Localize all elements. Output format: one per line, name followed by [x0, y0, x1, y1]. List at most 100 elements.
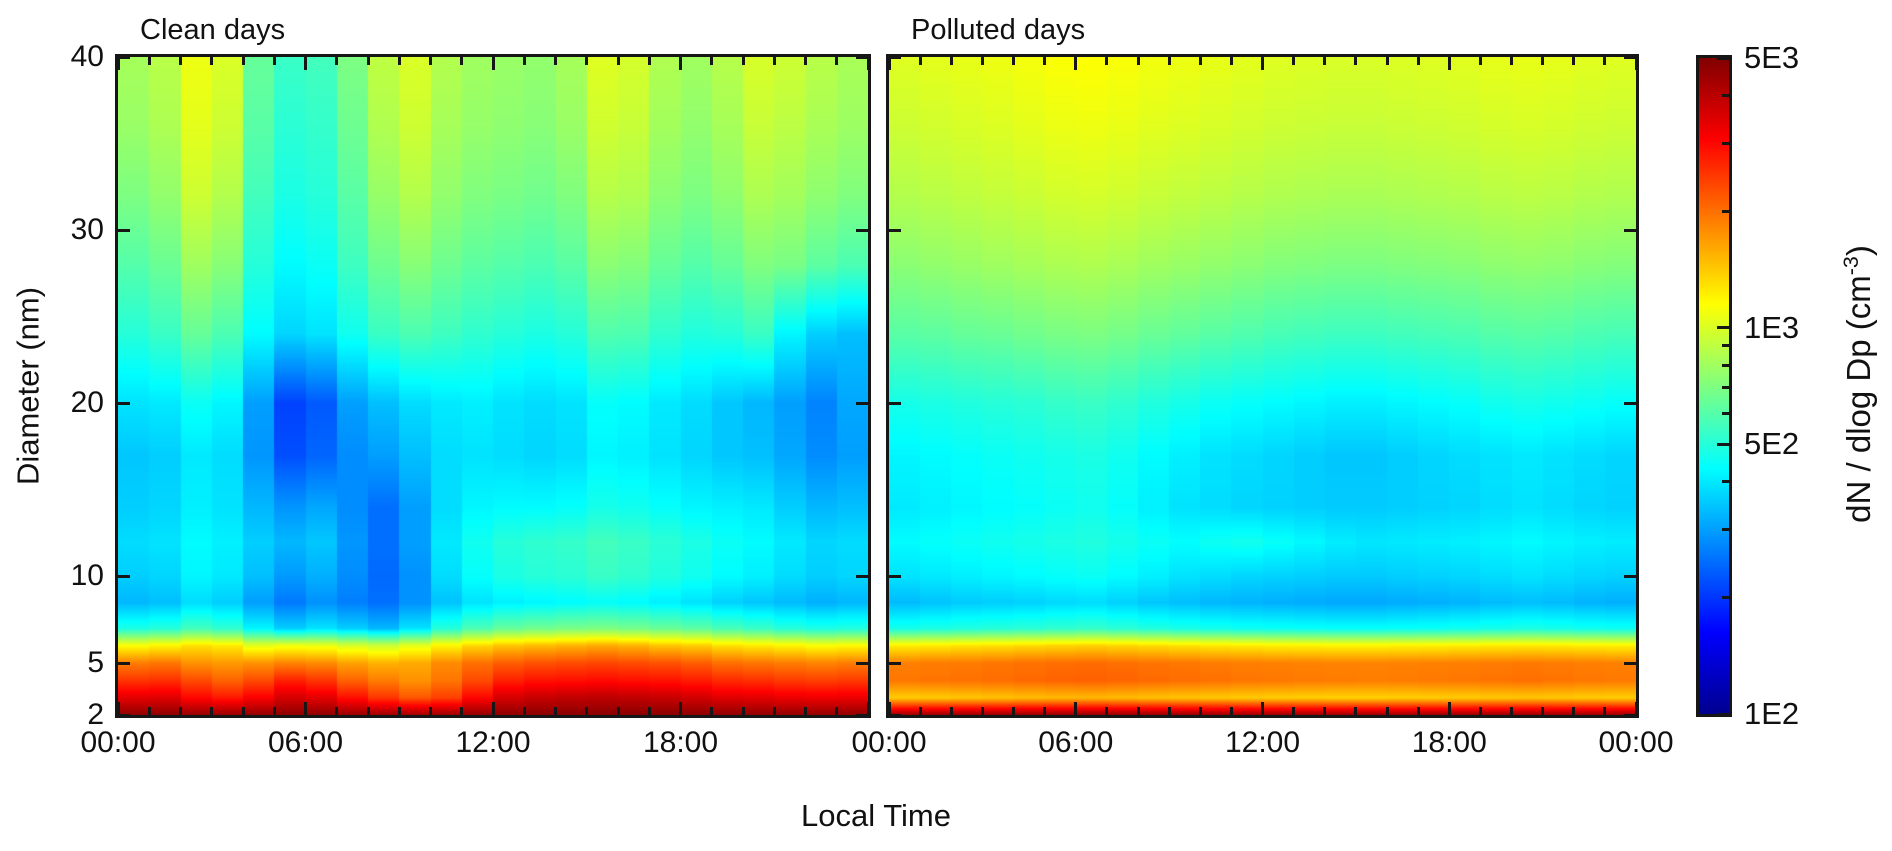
x-tick [1541, 707, 1545, 715]
x-tick [866, 702, 870, 715]
colorbar-minor-tick [1722, 210, 1729, 214]
colorbar-tick [1717, 442, 1729, 446]
colorbar-axis-label-exponent: -3 [1839, 256, 1863, 276]
x-tick [1198, 57, 1202, 65]
polluted-days-heatmap-canvas [889, 57, 1636, 715]
x-tick [1043, 57, 1047, 65]
y-tick [856, 55, 868, 59]
x-tick [1167, 707, 1171, 715]
colorbar-minor-tick [1722, 480, 1729, 484]
x-tick [1105, 57, 1109, 65]
colorbar-axis-label-text: dN / dlog Dp (cm [1840, 275, 1877, 523]
x-tick [1323, 57, 1327, 65]
x-tick [1012, 57, 1015, 65]
x-tick [1292, 57, 1296, 65]
x-tick [1416, 57, 1420, 65]
x-tick [647, 707, 651, 715]
x-tick [1354, 57, 1358, 65]
x-tick [1478, 707, 1482, 715]
x-tick [980, 57, 984, 65]
x-tick [1603, 707, 1607, 715]
x-tick [1292, 707, 1296, 715]
x-tick [1634, 57, 1638, 70]
x-tick [772, 707, 776, 715]
x-tick [210, 57, 214, 65]
y-tick [856, 713, 868, 717]
y-tick [889, 661, 901, 665]
x-tick [647, 57, 651, 65]
x-tick-label: 00:00 [80, 726, 156, 759]
x-tick [1167, 57, 1171, 65]
x-tick [1572, 57, 1576, 65]
colorbar-tick [1717, 326, 1729, 330]
clean-days-heatmap-canvas [118, 57, 868, 715]
x-tick [522, 707, 526, 715]
y-tick [1624, 574, 1636, 578]
y-tick [889, 55, 901, 59]
x-tick [804, 57, 807, 65]
x-tick [272, 707, 276, 715]
x-tick [835, 707, 839, 715]
x-tick [491, 57, 495, 70]
x-tick [179, 707, 182, 715]
panel-title-clean-days: Clean days [140, 14, 286, 46]
x-tick [272, 57, 276, 65]
x-tick [1385, 57, 1389, 65]
y-tick [118, 55, 130, 59]
x-tick [679, 57, 682, 70]
x-tick [918, 707, 922, 715]
x-tick [1229, 707, 1233, 715]
x-tick [179, 57, 182, 65]
x-tick [741, 707, 745, 715]
x-tick [1323, 707, 1327, 715]
x-tick [460, 57, 464, 65]
x-tick [866, 57, 870, 70]
y-tick [1624, 55, 1636, 59]
clean-days-panel [115, 54, 871, 718]
x-tick [585, 707, 589, 715]
x-tick [918, 57, 922, 65]
colorbar-minor-tick [1722, 93, 1729, 97]
y-tick [856, 401, 868, 405]
x-tick [147, 707, 151, 715]
y-tick [889, 401, 901, 405]
x-tick [1012, 707, 1015, 715]
x-tick [210, 707, 214, 715]
x-tick [1261, 57, 1264, 70]
x-tick [460, 707, 464, 715]
colorbar-tick-label: 1E2 [1744, 696, 1800, 731]
colorbar-tick [1717, 712, 1729, 716]
x-tick-label: 18:00 [1411, 726, 1487, 759]
y-tick [856, 574, 868, 578]
x-tick-label: 12:00 [1224, 726, 1301, 759]
y-tick [889, 713, 901, 717]
y-tick-label: 5 [87, 646, 104, 680]
polluted-days-panel [886, 54, 1639, 718]
y-tick [1624, 401, 1636, 405]
x-tick [1385, 707, 1389, 715]
colorbar-minor-tick [1722, 528, 1729, 532]
colorbar-tick-label: 1E3 [1744, 309, 1800, 345]
y-tick [856, 661, 868, 665]
x-tick [1105, 707, 1109, 715]
y-tick [118, 713, 130, 717]
x-tick-label: 00:00 [1598, 726, 1674, 759]
y-tick [889, 228, 901, 232]
x-tick [949, 57, 953, 65]
x-tick [980, 707, 984, 715]
colorbar-tick-label: 5E3 [1744, 40, 1800, 75]
colorbar-minor-tick [1722, 596, 1729, 600]
colorbar-tick [1717, 56, 1729, 60]
x-tick-label: 18:00 [642, 726, 719, 759]
y-tick-label: 2 [87, 698, 104, 731]
x-tick [585, 57, 589, 65]
y-axis-label: Diameter (nm) [10, 286, 46, 486]
colorbar-axis-label: dN / dlog Dp (cm-3) [1839, 245, 1877, 523]
x-tick [397, 707, 401, 715]
x-tick [335, 707, 339, 715]
x-tick [1136, 707, 1140, 715]
x-tick [741, 57, 745, 65]
x-tick [1572, 707, 1576, 715]
x-tick [772, 57, 776, 65]
x-tick [522, 57, 526, 65]
